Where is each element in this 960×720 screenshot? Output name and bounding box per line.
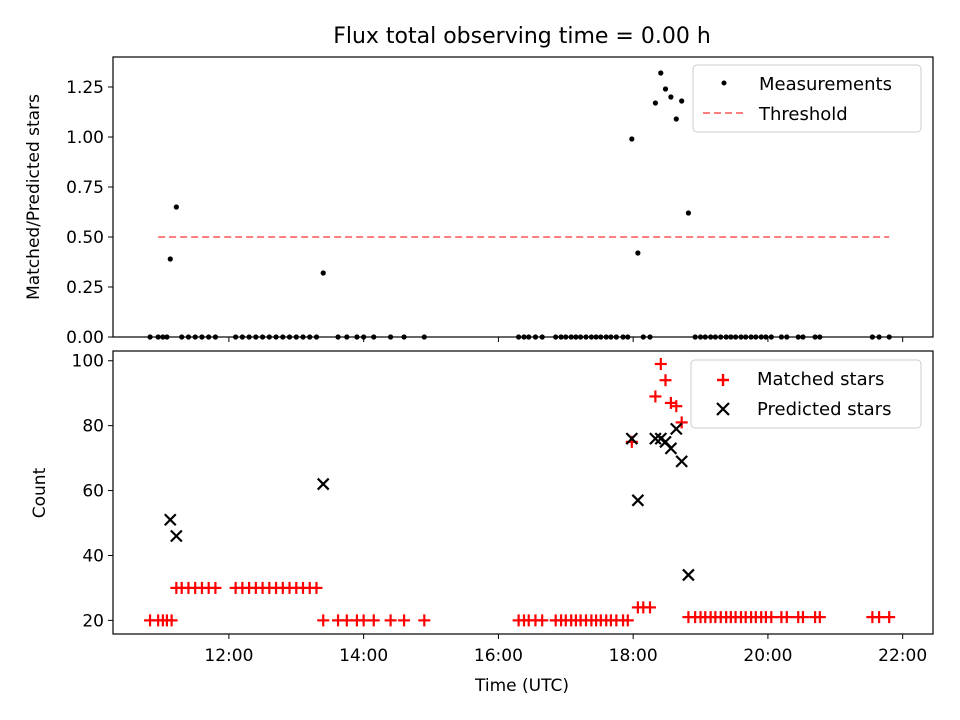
matched-point [765, 611, 778, 624]
predicted-point [675, 455, 688, 468]
count-y-tick-label: 60 [82, 482, 104, 502]
count-y-tick-label: 40 [82, 546, 104, 566]
count-legend-box [690, 359, 922, 429]
count-panel-frame [112, 350, 934, 635]
ratio-y-tick-label: 0.75 [66, 178, 104, 198]
predicted-point [682, 568, 695, 582]
ratio-panel-legend: Measurements Threshold [692, 64, 922, 133]
ratio-panel-frame [112, 56, 934, 338]
predicted-point [625, 432, 639, 445]
count-panel-data [144, 357, 896, 627]
x-tick-label: 14:00 [339, 646, 388, 666]
measurement-point [658, 70, 664, 76]
matched-point [796, 611, 809, 624]
count-y-tick-label: 80 [82, 417, 104, 437]
predicted-point [170, 529, 183, 543]
x-tick-label: 16:00 [474, 646, 523, 666]
measurement-point [173, 204, 179, 210]
matched-point [621, 614, 634, 627]
predicted-point [631, 494, 645, 507]
ratio-y-tick-label: 0.00 [66, 328, 104, 348]
x-tick-label: 12:00 [204, 646, 253, 666]
ratio-panel-y-ticks: 0.00 0.25 0.50 0.75 1.00 1.25 [66, 78, 113, 348]
matched-point [659, 374, 672, 387]
matched-point [780, 611, 793, 624]
ratio-panel-x-ticks [228, 337, 904, 342]
measurement-point [662, 86, 669, 92]
measurement-point [167, 256, 173, 262]
predicted-point [316, 477, 330, 491]
matched-point [340, 614, 353, 627]
matched-point [654, 357, 667, 370]
count-legend-predicted: Predicted stars [757, 399, 891, 420]
matched-point [649, 390, 662, 403]
ratio-panel-y-label: Matched/Predicted stars [24, 94, 44, 300]
x-tick-label: 22:00 [878, 646, 927, 666]
ratio-y-tick-label: 1.00 [66, 128, 104, 148]
matched-point [873, 611, 886, 624]
matched-point [675, 416, 688, 429]
matched-point [536, 614, 549, 627]
count-y-tick-label: 100 [72, 352, 104, 372]
count-panel: 20 40 60 80 100 12:00 14:00 16:00 18:00 20:00 22:… [30, 350, 934, 696]
ratio-panel: 0.00 0.25 0.50 0.75 1.00 1.25 Matched/Predict… [24, 56, 934, 348]
measurement-point [668, 94, 674, 100]
matched-point [883, 611, 896, 624]
matched-point [367, 614, 380, 627]
ratio-legend-box [692, 64, 922, 133]
matched-point [165, 614, 178, 627]
matched-point [317, 614, 330, 627]
measurement-point [320, 270, 326, 276]
matched-point [398, 614, 411, 627]
matched-point [310, 581, 323, 594]
chart-title: Flux total observing time = 0.00 h [333, 24, 711, 49]
ratio-legend-measurement-marker [721, 80, 727, 86]
matched-point [644, 601, 657, 614]
count-panel-legend: Matched stars Predicted stars [690, 359, 922, 429]
count-panel-y-label: Count [30, 467, 50, 518]
predicted-point [670, 422, 683, 436]
count-legend-matched-marker [717, 374, 729, 386]
x-tick-label: 18:00 [609, 646, 658, 666]
x-axis-label: Time (UTC) [474, 676, 569, 696]
matched-point [418, 614, 431, 627]
matched-point [357, 614, 370, 627]
ratio-y-tick-label: 0.50 [66, 228, 104, 248]
predicted-point [163, 513, 177, 527]
measurement-point [629, 136, 635, 142]
matched-point [813, 611, 826, 624]
measurement-point [652, 100, 658, 106]
matched-point [384, 614, 397, 627]
measurement-point [673, 116, 679, 122]
measurement-point [679, 98, 685, 104]
matched-point [670, 400, 683, 413]
count-panel-y-ticks: 20 40 60 80 100 [72, 352, 113, 631]
ratio-legend-threshold: Threshold [758, 104, 848, 125]
count-y-tick-label: 20 [82, 611, 104, 631]
measurement-point [635, 250, 641, 256]
ratio-legend-measurements: Measurements [759, 74, 892, 95]
count-legend-predicted-marker [716, 402, 730, 416]
count-legend-matched: Matched stars [757, 369, 884, 390]
ratio-y-tick-label: 1.25 [66, 78, 104, 98]
predicted-point [649, 432, 662, 445]
ratio-y-tick-label: 0.25 [66, 278, 104, 298]
count-panel-x-ticks: 12:00 14:00 16:00 18:00 20:00 22:00 [204, 634, 927, 666]
matched-point [209, 581, 222, 594]
measurement-point [685, 210, 692, 216]
x-tick-label: 20:00 [743, 646, 792, 666]
predicted-point [664, 442, 678, 455]
